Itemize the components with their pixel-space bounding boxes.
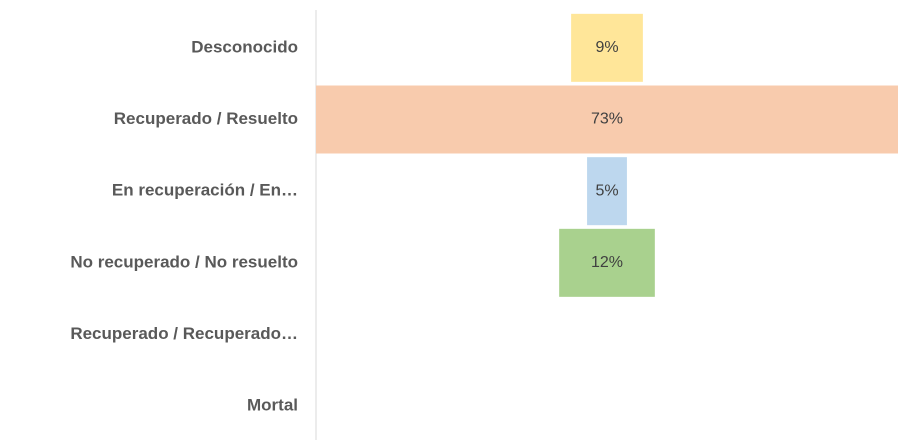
category-label: Desconocido: [191, 37, 298, 56]
category-label: Recuperado / Resuelto: [114, 109, 298, 128]
category-label: Recuperado / Recuperado…: [70, 324, 298, 343]
value-label: 5%: [595, 182, 618, 199]
value-label: 73%: [591, 111, 623, 128]
bar: [559, 228, 655, 297]
category-label: En recuperación / En…: [112, 181, 298, 200]
bar: [571, 13, 643, 82]
value-label: 9%: [595, 39, 618, 56]
bar: [587, 157, 627, 226]
bar: [316, 85, 898, 154]
value-label: 12%: [591, 254, 623, 271]
category-label: Mortal: [247, 396, 298, 415]
category-label: No recuperado / No resuelto: [70, 252, 298, 271]
